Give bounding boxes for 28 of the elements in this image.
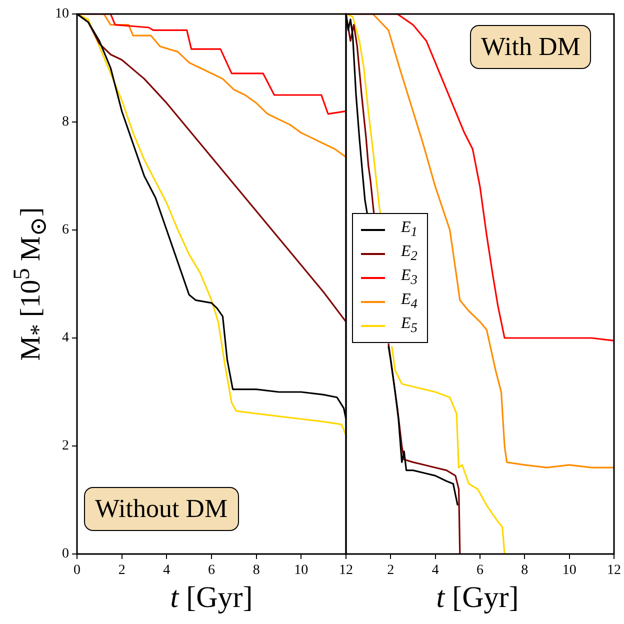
x-tick-label: 8 <box>521 563 528 578</box>
y-tick-label: 8 <box>62 114 69 130</box>
x-axis-title: t [Gyr] <box>435 580 520 616</box>
x-tick-label: 4 <box>163 563 170 578</box>
legend-label: E$_{1}$ <box>401 219 418 241</box>
x-axis-title: t [Gyr] <box>169 580 254 616</box>
x-tick-label: 8 <box>252 563 260 578</box>
y-tick-label: 0 <box>62 546 69 562</box>
x-tick-label: 4 <box>432 563 439 578</box>
y-tick-label: 2 <box>62 438 69 454</box>
x-tick-label: 2 <box>387 563 394 578</box>
x-tick-label: 6 <box>208 563 215 578</box>
x-tick-label: 12 <box>607 563 621 578</box>
x-tick-label: 0 <box>74 563 80 578</box>
y-tick-label: 4 <box>62 330 69 346</box>
annotation: Without DM <box>84 487 239 531</box>
x-tick-label: 12 <box>339 563 353 578</box>
legend-label: E$_{2}$ <box>401 243 418 265</box>
x-tick-label: 2 <box>118 563 126 578</box>
y-tick-label: 6 <box>62 222 69 238</box>
legend-label: E$_{3}$ <box>401 267 418 289</box>
annotation: With DM <box>470 25 592 69</box>
y-tick-label: 10 <box>55 6 69 22</box>
x-tick-label: 6 <box>476 563 484 578</box>
legend-label: E$_{5}$ <box>401 315 418 337</box>
legend-label: E$_{4}$ <box>401 291 418 313</box>
x-tick-label: 10 <box>294 563 308 578</box>
x-tick-label: 10 <box>562 563 576 578</box>
